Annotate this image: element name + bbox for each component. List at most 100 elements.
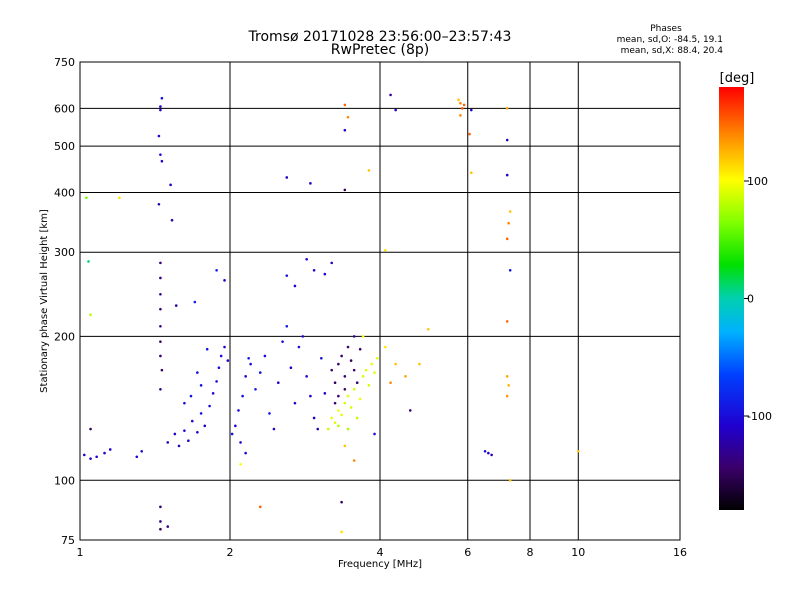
data-point [159,108,162,112]
x-tick-label: 16 [673,546,687,559]
data-point [244,451,247,455]
data-point [505,394,509,398]
data-point [223,345,226,349]
data-point [159,354,162,358]
data-point [170,218,174,222]
data-point [330,368,334,372]
data-point [346,394,350,398]
data-point [297,345,301,349]
data-point [205,347,209,351]
data-point [490,453,493,457]
data-point [254,388,257,391]
data-point [226,359,230,362]
data-point [289,366,293,369]
colorbar-tick-label: 0 [747,293,754,306]
data-point [361,335,365,338]
x-tick-label: 1 [77,546,84,559]
data-point [285,176,289,179]
x-axis-ticks: 1 2 4 6 8 10 16 [77,546,688,559]
data-point [507,384,510,387]
data-point [375,356,379,360]
data-point [505,107,509,110]
data-point [177,444,181,448]
data-point [508,268,512,272]
data-point [333,421,337,424]
data-point [505,173,509,177]
data-point [358,347,362,351]
data-point [355,381,359,385]
data-point [190,419,194,423]
data-point [85,196,88,200]
data-point [268,412,271,415]
data-point [241,394,244,398]
data-point [343,444,347,448]
data-point [258,505,262,509]
data-point [160,96,164,100]
data-point [323,392,327,395]
data-point [327,427,330,431]
x-tick-label: 6 [464,546,471,559]
data-point [312,268,316,272]
data-point [352,368,356,372]
data-point [320,356,323,360]
data-point [470,171,473,175]
y-tick-label: 75 [61,534,75,547]
y-tick-label: 200 [54,330,75,343]
data-point [505,375,509,378]
data-point [346,345,350,349]
x-tick-label: 2 [227,546,234,559]
data-point [159,261,162,265]
data-point [305,257,308,261]
chart-subtitle: RwPretec (8p) [331,42,429,58]
data-point [337,362,340,366]
data-point [470,108,473,112]
data-point [343,188,347,192]
data-point [159,340,162,343]
data-point [459,101,462,105]
data-point [285,274,289,277]
data-point [343,128,347,132]
data-point [159,324,162,328]
data-point [361,375,365,378]
data-point [483,449,487,453]
data-point [219,354,223,358]
data-point [183,429,186,432]
data-point [404,375,407,378]
data-point [89,313,92,317]
data-point [505,237,509,241]
data-point [343,388,347,391]
data-point [159,388,162,391]
data-point [364,368,368,372]
data-point [343,103,347,107]
data-point [159,292,162,296]
data-point [230,432,234,436]
data-point [263,354,267,358]
data-point [384,248,387,252]
data-point [82,453,86,457]
data-point [505,320,509,323]
y-axis-label: Stationary phase Virtual Height [km] [39,209,50,393]
data-point [159,527,162,531]
data-point [196,371,199,374]
data-point [237,409,240,412]
data-point [343,375,347,378]
data-point [367,169,371,172]
data-point [108,448,112,451]
data-point [189,394,193,398]
grid-lines [80,62,680,540]
data-point [89,427,92,431]
phase-stats-x: mean, sd,X: 88.4, 20.4 [621,46,724,56]
data-point [312,416,316,420]
data-point [323,272,327,276]
data-point [340,500,343,504]
data-point [215,380,218,383]
data-point [160,159,164,163]
colorbar [719,87,744,510]
data-point [305,375,308,378]
data-point [157,202,161,206]
data-point [352,459,356,462]
data-point [285,324,289,328]
data-point [349,406,353,409]
data-point [457,98,460,102]
